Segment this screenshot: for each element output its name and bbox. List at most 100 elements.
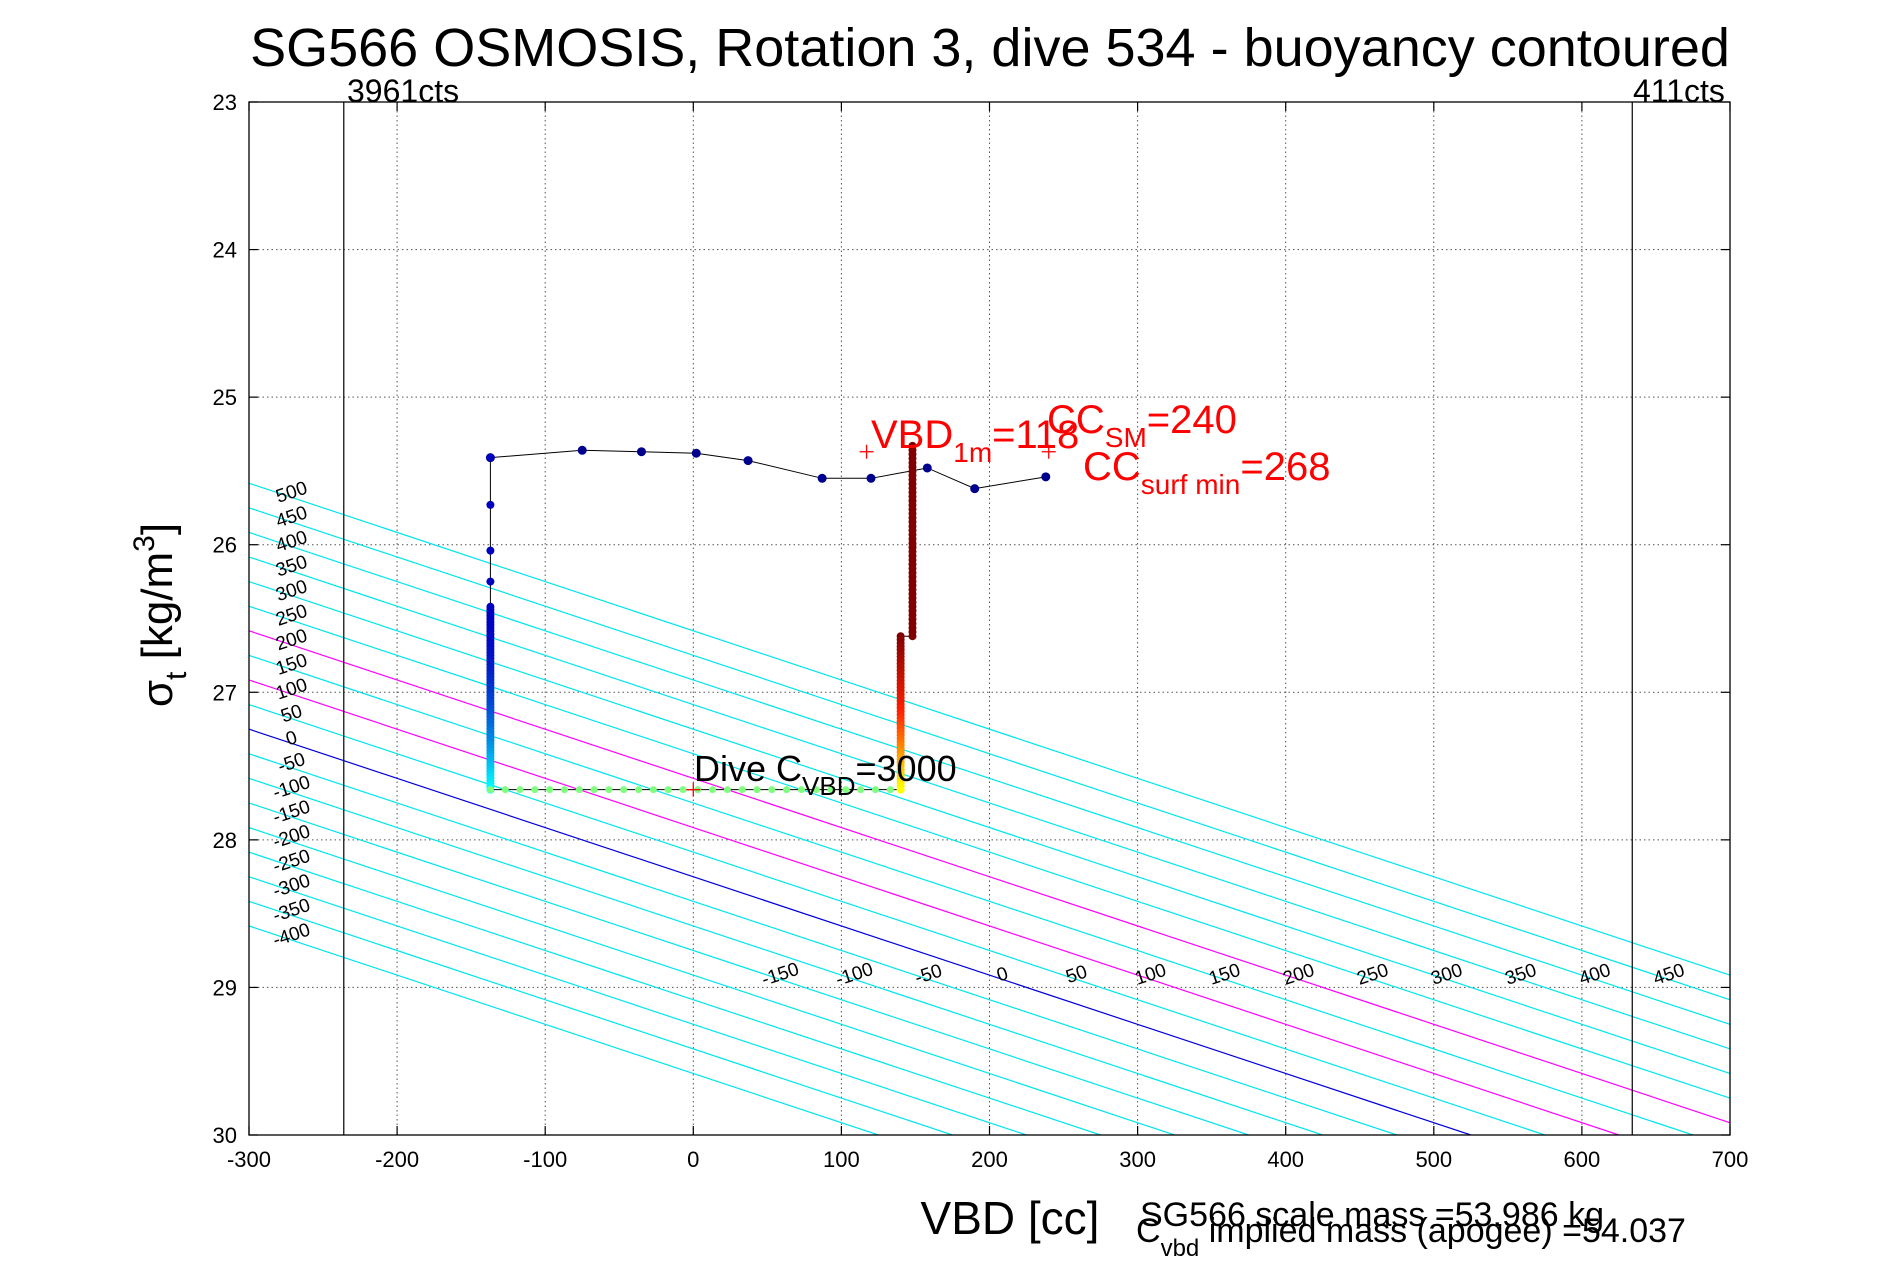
implied-mass-sub: vbd [1161, 1235, 1200, 1262]
bottom-point [709, 786, 717, 794]
annotation-cc-surf-min: CCsurf min=268 [1083, 445, 1330, 500]
bottom-point [635, 786, 643, 794]
y-label-sup: 3 [128, 535, 161, 552]
y-label-sub: t [160, 671, 193, 680]
implied-mass-main: C [1136, 1212, 1161, 1250]
contour-line [249, 925, 879, 1135]
tick-labels: -300 -200 -100 0 100 200 300 400 500 600 700232425… [213, 90, 1749, 1172]
bottom-point [723, 786, 731, 794]
implied-mass-value: implied mass (apogee) =54.037 [1199, 1212, 1686, 1250]
contour-labels: -400-350-300-250-200-150-100-50050100150… [270, 478, 1687, 991]
vbd-1m-main: VBD [871, 413, 953, 457]
x-tick-label: 200 [971, 1147, 1008, 1172]
cc-sm-main: CC [1047, 398, 1105, 442]
limit-label-left: 3961cts [347, 73, 459, 109]
axes [248, 101, 1731, 1136]
contour-line [249, 851, 1101, 1135]
contour-label-bottom: -150 [759, 959, 802, 991]
right-leg-point [896, 785, 905, 794]
vbd-limit-lines [343, 102, 1633, 1135]
descent-point [866, 473, 876, 483]
bottom-point [797, 786, 805, 794]
contour-line [249, 654, 1694, 1135]
left-leg-point [486, 577, 495, 586]
contour-line [249, 556, 1730, 1050]
dive-data [485, 441, 1056, 797]
contour-label-top: 50 [278, 701, 305, 728]
contour-line [249, 753, 1397, 1135]
bottom-point [649, 786, 657, 794]
bottom-point [486, 786, 494, 794]
y-label-main: σ [133, 680, 182, 707]
descent-point [922, 463, 932, 473]
descent-point [577, 445, 587, 455]
buoyancy-contours [249, 482, 1730, 1135]
contour-line [249, 777, 1323, 1135]
contour-label-bottom: 50 [1063, 962, 1090, 989]
x-tick-label: -100 [523, 1147, 567, 1172]
x-tick-label: 400 [1267, 1147, 1304, 1172]
x-tick-label: 100 [823, 1147, 860, 1172]
x-tick-label: -200 [375, 1147, 419, 1172]
contour-line [249, 679, 1620, 1135]
contour-line [249, 630, 1730, 1124]
bottom-point [560, 786, 568, 794]
y-tick-label: 26 [213, 533, 237, 558]
dive-cvbd-main: Dive C [694, 748, 802, 789]
x-tick-label: 700 [1712, 1147, 1749, 1172]
bottom-point [501, 786, 509, 794]
contour-label-bottom: 250 [1354, 960, 1391, 990]
bottom-point [768, 786, 776, 794]
y-tick-label: 25 [213, 385, 237, 410]
descent-point [636, 447, 646, 457]
y-tick-label: 28 [213, 828, 237, 853]
x-tick-label: 600 [1564, 1147, 1601, 1172]
bottom-point [812, 786, 820, 794]
annotation-implied-mass: Cvbd implied mass (apogee) =54.037 [1136, 1212, 1686, 1262]
contour-line [249, 728, 1472, 1135]
limit-label-right: 411cts [1633, 73, 1725, 109]
annotation-vbd-1m: VBD1m=118 [871, 413, 1079, 468]
bottom-point [857, 786, 865, 794]
right-leg-point [908, 632, 917, 641]
descent-point [743, 456, 753, 466]
y-tick-label: 29 [213, 975, 237, 1000]
contour-line [249, 876, 1027, 1135]
bottom-point [575, 786, 583, 794]
contour-line [249, 580, 1730, 1075]
descent-point [691, 448, 701, 458]
contour-line [249, 703, 1546, 1135]
x-axis-label: VBD [cc] [921, 1192, 1100, 1244]
y-tick-label: 27 [213, 680, 237, 705]
contour-line [249, 507, 1730, 1001]
cc-surf-min-sub: surf min [1141, 469, 1241, 500]
x-tick-label: 300 [1119, 1147, 1156, 1172]
cc-surf-min-value: =268 [1240, 445, 1330, 489]
annotation-dive-cvbd: Dive CVBD=3000 [694, 748, 957, 801]
contour-label-bottom: 150 [1206, 960, 1243, 990]
contour-label-top: 500 [273, 478, 310, 508]
bottom-point [664, 786, 672, 794]
bottom-point [783, 786, 791, 794]
contour-line [249, 826, 1175, 1135]
contour-label-top: 0 [283, 727, 300, 750]
left-leg-point [486, 453, 495, 462]
contour-label-bottom: 400 [1577, 960, 1614, 990]
bottom-point [679, 786, 687, 794]
bottom-point [753, 786, 761, 794]
y-label-close: ] [133, 523, 182, 535]
contour-label-bottom: 450 [1651, 960, 1688, 990]
bottom-point [842, 786, 850, 794]
y-tick-label: 23 [213, 90, 237, 115]
dive-cvbd-sub: VBD [802, 771, 855, 801]
bottom-point [546, 786, 554, 794]
bottom-point [605, 786, 613, 794]
cc-sm-value: =240 [1147, 398, 1237, 442]
y-tick-label: 24 [213, 238, 237, 263]
bottom-point [620, 786, 628, 794]
contour-label-bottom: 0 [994, 963, 1011, 986]
contour-label-bottom: -50 [912, 961, 945, 990]
y-axis-label: σt [kg/m3] [128, 523, 193, 707]
bottom-point [871, 786, 879, 794]
